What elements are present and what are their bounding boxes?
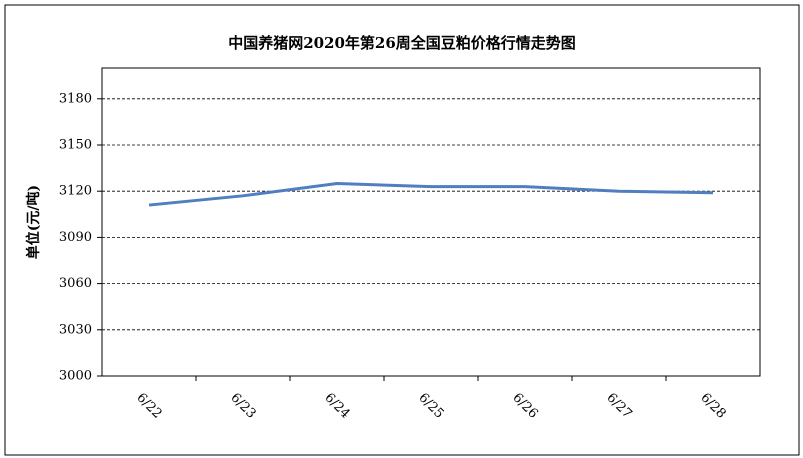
y-tick-label: 3150 xyxy=(59,138,92,153)
y-tick-label: 3180 xyxy=(59,91,92,106)
y-tick-label: 3090 xyxy=(59,230,92,245)
y-tick-label: 3030 xyxy=(59,322,92,337)
y-tick-label: 3000 xyxy=(59,369,92,384)
y-tick-label: 3060 xyxy=(59,276,92,291)
line-series xyxy=(148,181,714,207)
y-axis-label: 单位(元/吨) xyxy=(25,185,42,259)
chart-title: 中国养猪网2020年第26周全国豆粕价格行情走势图 xyxy=(228,34,576,52)
y-tick-label: 3120 xyxy=(59,184,92,199)
plot-area xyxy=(101,67,761,377)
